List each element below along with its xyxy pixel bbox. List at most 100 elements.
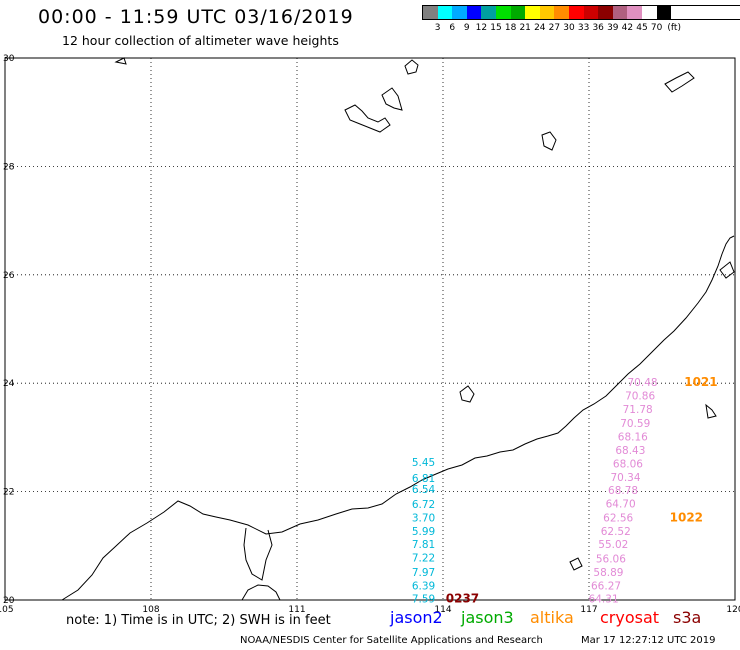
legend-swatch (452, 6, 467, 19)
islet-5 (664, 71, 695, 93)
islet-7 (705, 403, 717, 419)
legend-level-label: 3 (434, 23, 441, 33)
longitude-tick-label: 111 (288, 605, 305, 615)
legend-level-label: 12 (475, 23, 488, 33)
islet-8 (569, 557, 583, 571)
latitude-tick-label: 24 (3, 379, 15, 389)
jason3-swh-value: 3.70 (412, 513, 435, 525)
cryosat-swh-value: 55.02 (598, 539, 628, 551)
legend-swatch (423, 6, 438, 19)
cryosat-swh-value: 68.16 (618, 431, 648, 443)
coastline (61, 57, 735, 601)
islet-4 (541, 131, 557, 151)
legend-swatch (437, 6, 453, 19)
legend-labels: 3 6 9 12 15 18 21 24 27 30 33 36 39 42 45 70 (ft) (422, 20, 740, 34)
legend-swatch (554, 6, 569, 19)
legend-swatch (641, 6, 657, 19)
legend-swatch (495, 6, 511, 19)
cryosat-swh-value: 70.48 (628, 377, 658, 389)
legend-level-label: 70 (650, 23, 663, 33)
legend-swatch (598, 6, 613, 19)
coastline-mainland (61, 235, 735, 601)
legend-unit: (ft) (667, 23, 681, 33)
cryosat-swh-value: 64.31 (589, 593, 619, 605)
jason3-swh-value: 6.72 (412, 499, 435, 511)
cryosat-swh-value: 62.56 (603, 513, 633, 525)
cryosat-swh-value: 70.86 (625, 391, 655, 403)
islet-3 (404, 59, 419, 75)
latitude-tick-label: 22 (3, 488, 14, 498)
footer-note: note: 1) Time is in UTC; 2) SWH is in fe… (66, 613, 331, 628)
jason3-swh-value: 5.45 (412, 457, 435, 469)
legend-level-label: 45 (636, 23, 648, 33)
legend-level-label: 21 (519, 23, 531, 33)
latitude-tick-label: 30 (3, 54, 15, 64)
legend-swatches (422, 5, 740, 20)
jason3-swh-value: 6.39 (412, 580, 435, 592)
islet-2 (381, 87, 403, 111)
longitude-tick-label: 117 (580, 605, 597, 615)
legend-swatch (539, 6, 555, 19)
pass-time-label: 1022 (670, 511, 703, 525)
jason3-swh-value: 6.54 (412, 484, 436, 496)
legend-swatch (612, 6, 628, 19)
hainan-island (241, 584, 281, 601)
credit-text: NOAA/NESDIS Center for Satellite Applica… (240, 635, 543, 646)
longitude-tick-label: 105 (0, 605, 14, 615)
cryosat-swh-value: 70.59 (620, 418, 650, 430)
jason3-swh-value: 7.22 (412, 553, 435, 565)
legend-level-label: 36 (592, 23, 604, 33)
cryosat-swh-value: 62.52 (601, 526, 631, 538)
longitude-tick-label: 108 (142, 605, 159, 615)
legend-level-label: 27 (548, 23, 561, 33)
satellite-name-jason2: jason2 (390, 608, 443, 627)
legend-level-label: 39 (607, 23, 619, 33)
legend-swatch (568, 6, 584, 19)
legend-swatch (481, 6, 496, 19)
legend-level-label: 6 (449, 23, 456, 33)
satellite-name-jason3: jason3 (461, 608, 514, 627)
legend-level-label: 33 (577, 23, 590, 33)
latitude-tick-label: 20 (3, 596, 15, 606)
longitude-tick-label: 114 (434, 605, 451, 615)
islet-6 (459, 385, 475, 403)
legend-level-label: 24 (534, 23, 546, 33)
legend-level-label: 42 (621, 23, 634, 33)
legend-level-label: 18 (504, 23, 517, 33)
jason3-swh-value: 7.97 (412, 567, 435, 579)
latitude-tick-label: 26 (3, 271, 15, 281)
legend-level-label: 15 (490, 23, 502, 33)
map-title: 00:00 - 11:59 UTC 03/16/2019 (38, 6, 354, 28)
legend-swatch (627, 6, 642, 19)
pass-time-labels: 1021 1022 0237 (446, 375, 718, 605)
cryosat-swh-value: 71.78 (623, 404, 653, 416)
legend-swatch (510, 6, 526, 19)
cryosat-swh-value: 58.89 (593, 567, 623, 579)
jason3-track: 5.45 6.816.54 6.72 3.705.997.81 7.22 7.976.39… (412, 457, 436, 606)
legend-level-label: 30 (563, 23, 575, 33)
cryosat-swh-value: 56.06 (596, 553, 626, 565)
pass-time-label: 1021 (684, 375, 717, 389)
latitude-tick-label: 28 (3, 162, 15, 172)
legend-swatch (583, 6, 599, 19)
map-subtitle: 12 hour collection of altimeter wave hei… (62, 33, 339, 48)
legend-swatch (466, 6, 482, 19)
satellite-name-cryosat: cryosat (600, 608, 660, 627)
islet-9 (114, 57, 127, 65)
jason3-swh-value: 6.81 (412, 473, 435, 485)
satellite-name-s3a: s3a (673, 608, 702, 627)
cryosat-swh-value: 70.34 (610, 472, 640, 484)
islet-10 (719, 261, 735, 279)
satellite-name-altika: altika (530, 608, 574, 627)
cryosat-swh-value: 68.06 (613, 458, 643, 470)
jason3-swh-value: 5.99 (412, 526, 435, 538)
islet-1 (344, 104, 391, 133)
pass-time-label: 0237 (446, 591, 479, 605)
cryosat-swh-value: 68.43 (615, 445, 645, 457)
cryosat-swh-value: 66.27 (591, 580, 621, 592)
legend-swatch (656, 6, 672, 19)
cryosat-swh-value: 68.78 (608, 485, 638, 497)
jason3-swh-value: 7.59 (412, 593, 435, 605)
